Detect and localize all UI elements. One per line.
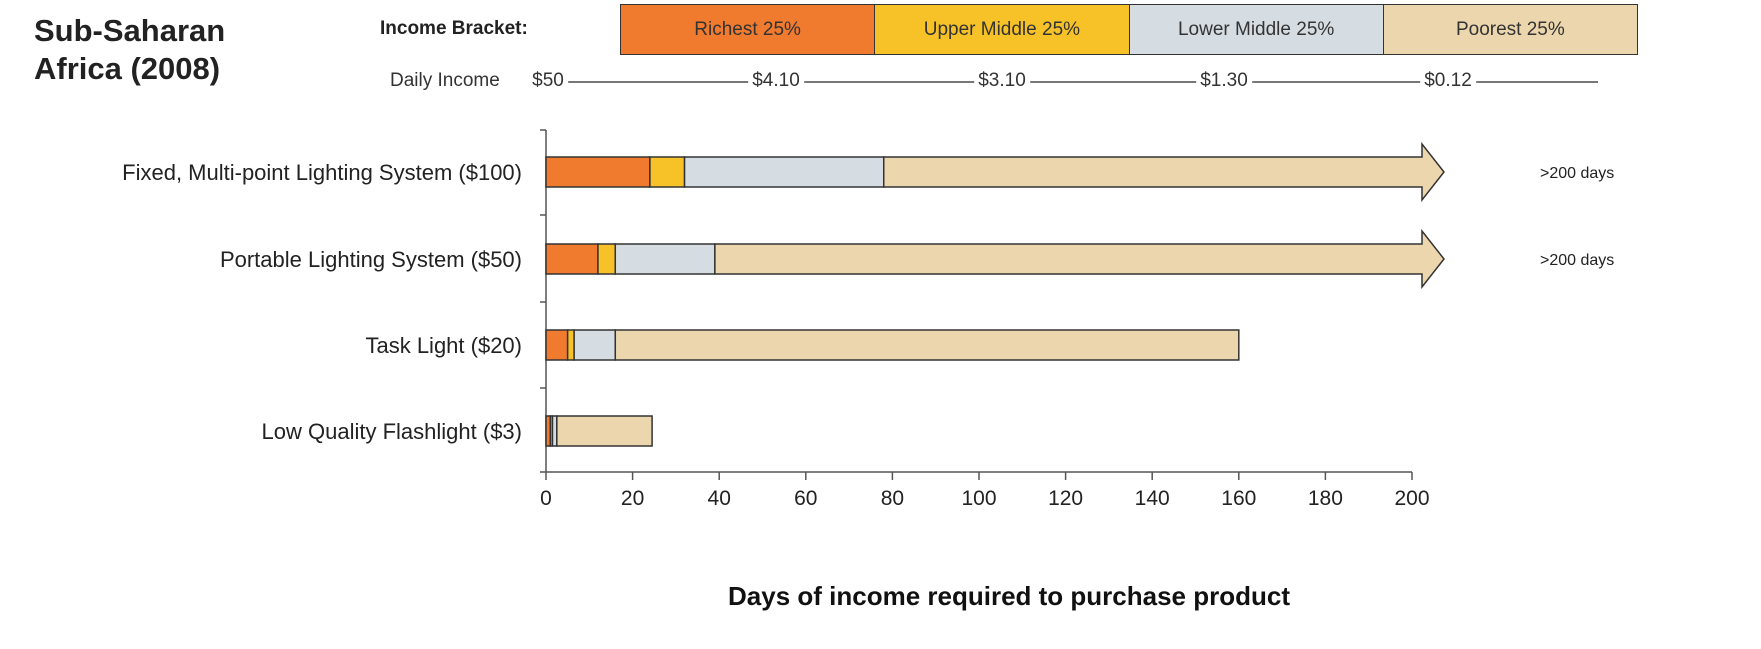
bar-segment xyxy=(714,228,1445,290)
chart-title: Sub-Saharan Africa (2008) xyxy=(34,12,225,88)
daily-income-line xyxy=(548,81,1598,83)
category-label: Low Quality Flashlight ($3) xyxy=(262,419,522,444)
legend-item-upper-middle: Upper Middle 25% xyxy=(875,5,1130,54)
legend-item-lower-middle: Lower Middle 25% xyxy=(1129,5,1384,54)
daily-income-value: $1.30 xyxy=(1196,70,1252,92)
x-tick-label: 0 xyxy=(540,487,552,510)
legend: Richest 25% Upper Middle 25% Lower Middl… xyxy=(620,4,1638,55)
x-tick-label: 80 xyxy=(881,487,904,510)
x-tick-label: 140 xyxy=(1135,487,1170,510)
overflow-label: >200 days xyxy=(1540,252,1614,269)
x-tick-label: 180 xyxy=(1308,487,1343,510)
legend-item-poorest: Poorest 25% xyxy=(1383,5,1637,54)
category-label: Task Light ($20) xyxy=(365,333,522,358)
daily-income-value: $3.10 xyxy=(974,70,1030,92)
bar-segment xyxy=(556,415,653,447)
bar-segment xyxy=(545,329,569,361)
category-label: Portable Lighting System ($50) xyxy=(220,247,522,272)
title-line-2: Africa (2008) xyxy=(34,51,221,86)
x-tick-label: 100 xyxy=(961,487,996,510)
overflow-label: >200 days xyxy=(1540,165,1614,182)
bar-segment xyxy=(545,156,651,188)
daily-income-value: $0.12 xyxy=(1420,70,1476,92)
bar-segment xyxy=(683,156,885,188)
bar-segment xyxy=(614,243,716,275)
daily-income-value: $4.10 xyxy=(748,70,804,92)
daily-income-value: $50 xyxy=(528,70,568,92)
bar-segment xyxy=(597,243,617,275)
legend-label: Income Bracket: xyxy=(380,18,528,39)
bar-segment xyxy=(573,329,617,361)
x-tick-label: 160 xyxy=(1221,487,1256,510)
x-axis-label: Days of income required to purchase prod… xyxy=(728,581,1290,611)
bar-segment xyxy=(882,141,1445,203)
x-tick-label: 20 xyxy=(621,487,644,510)
x-tick-label: 60 xyxy=(794,487,817,510)
x-tick-label: 120 xyxy=(1048,487,1083,510)
bar-segment xyxy=(566,329,575,361)
title-line-1: Sub-Saharan xyxy=(34,13,226,48)
daily-income-label: Daily Income xyxy=(390,70,504,92)
category-label: Fixed, Multi-point Lighting System ($100… xyxy=(122,160,522,185)
x-tick-label: 40 xyxy=(708,487,731,510)
bar-segment xyxy=(614,329,1240,361)
legend-item-richest: Richest 25% xyxy=(621,5,876,54)
bar-segment xyxy=(649,156,686,188)
x-tick-label: 200 xyxy=(1394,487,1429,510)
bar-segment xyxy=(545,243,599,275)
